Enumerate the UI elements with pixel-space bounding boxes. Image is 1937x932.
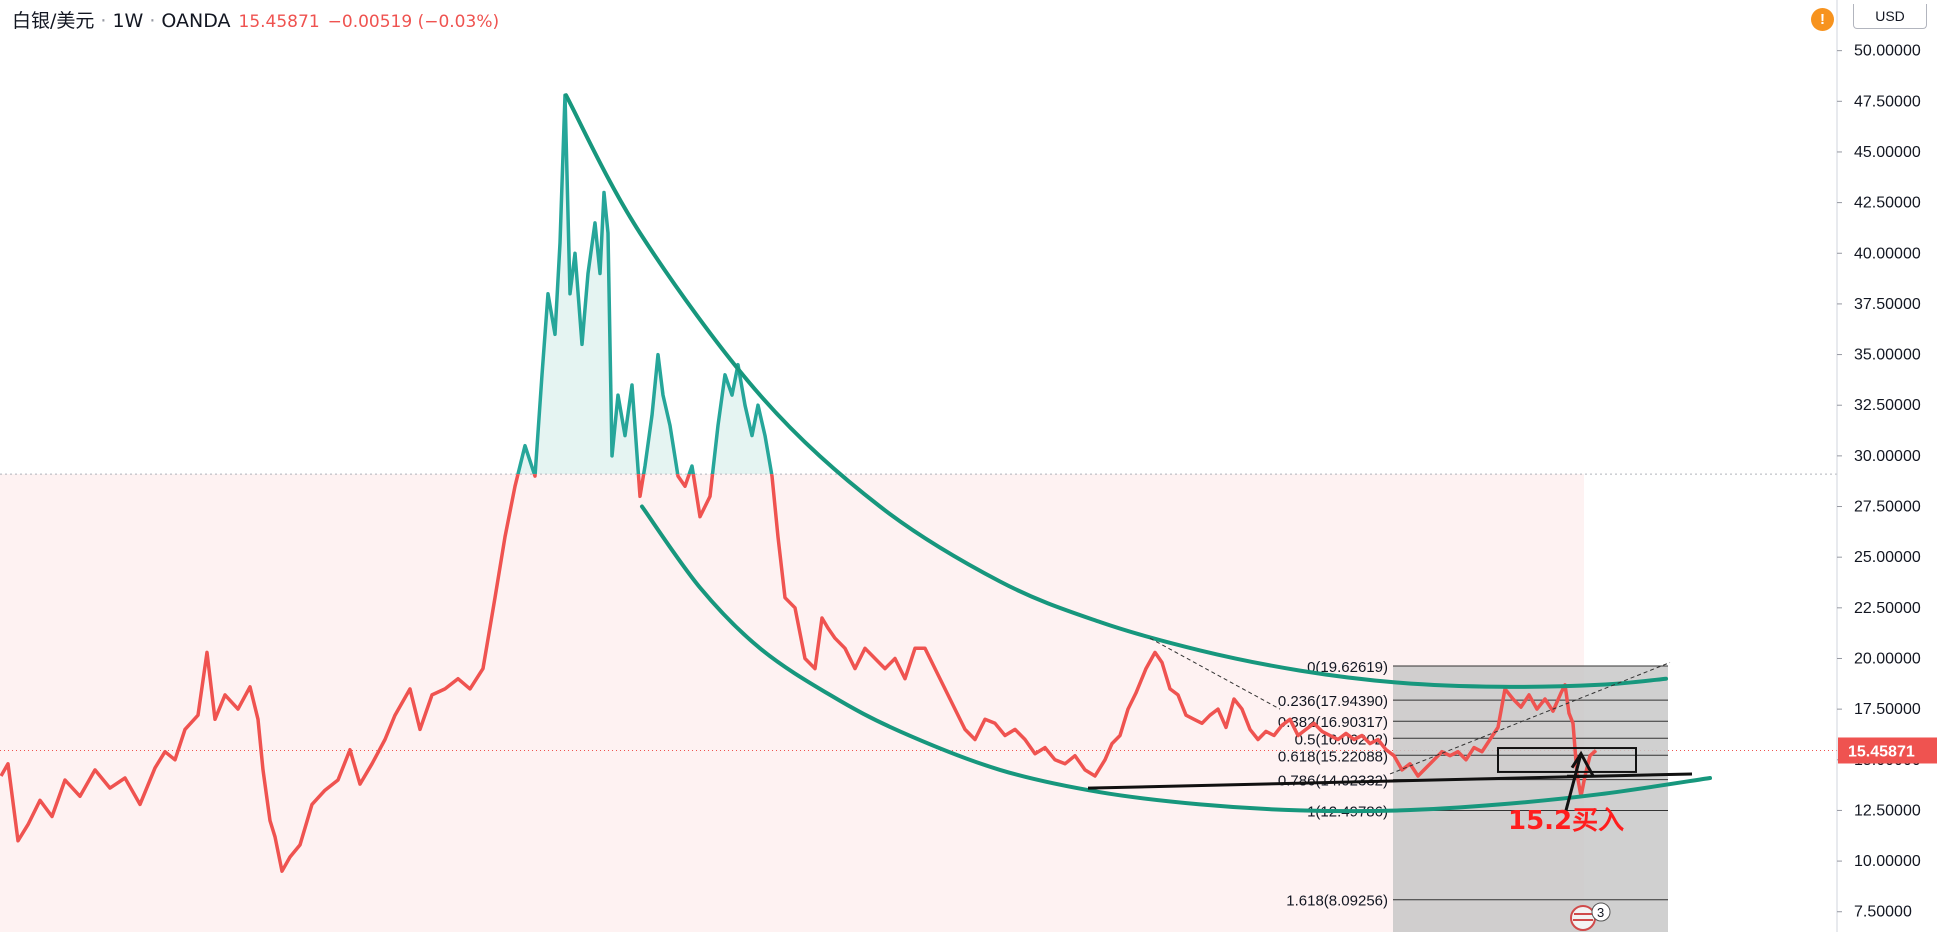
price-line-down [0, 474, 1598, 873]
flag-badge[interactable]: 3 [1570, 902, 1611, 931]
badge-count-bg [1591, 902, 1611, 922]
target-box [1497, 747, 1637, 773]
axis-background [1837, 0, 1937, 932]
baseline-fill-layer [0, 95, 1837, 932]
axis-tick-label: 22.50000 [1854, 600, 1921, 617]
axis-tick-label: 45.00000 [1854, 144, 1921, 161]
fib-level-label: 0(19.62619) [1307, 659, 1388, 676]
upper-channel-curve [564, 93, 1668, 689]
axis-tick-label: 50.00000 [1854, 43, 1921, 60]
axis-tick-label: 30.00000 [1854, 448, 1921, 465]
axis-tick-label: 35.00000 [1854, 347, 1921, 364]
lower-channel-curve [640, 504, 1712, 814]
axis-tick-label: 7.50000 [1854, 904, 1912, 921]
dotted-trend-line [1389, 662, 1671, 775]
fib-zone [1393, 666, 1668, 932]
interval-label[interactable]: 1W [112, 10, 144, 32]
axis-tick-label: 10.00000 [1854, 853, 1921, 870]
last-price: 15.45871 [238, 12, 320, 32]
axis-tick-label: 47.50000 [1854, 93, 1921, 110]
price-series [0, 93, 1598, 873]
price-change: −0.00519 (−0.03%) [327, 12, 500, 32]
current-price-tag[interactable] [1838, 737, 1937, 764]
badge-count: 3 [1597, 905, 1604, 920]
warning-info-icon[interactable]: ! [1811, 8, 1834, 31]
axis-tick-label: 12.50000 [1854, 802, 1921, 819]
current-price-tag-label: 15.45871 [1848, 743, 1915, 760]
us-flag-icon[interactable] [1570, 905, 1596, 931]
symbol-name[interactable]: 白银/美元 [12, 10, 95, 32]
fib-level-label: 0.382(16.90317) [1278, 714, 1388, 731]
separator-dot: · [149, 10, 156, 32]
buy-annotation: 15.2买入 [1508, 806, 1624, 836]
separator-dot: · [100, 10, 107, 32]
axis-tick-label: 40.00000 [1854, 245, 1921, 262]
fib-level-label: 1.618(8.09256) [1286, 893, 1388, 910]
below-baseline-zone [0, 474, 1584, 932]
symbol-header[interactable]: 白银/美元 · 1W · OANDA 15.45871 −0.00519 (−0.03%) [12, 6, 499, 33]
arrow-shaft [1564, 753, 1583, 811]
axis-tick-label: 37.50000 [1854, 296, 1921, 313]
axis-tick-label: 20.00000 [1854, 650, 1921, 667]
axis-tick-label: 17.50000 [1854, 701, 1921, 718]
fib-level-label: 0.618(15.22088) [1278, 748, 1388, 765]
drawings-layer [564, 93, 1712, 814]
dotted-trend-line [1149, 637, 1281, 710]
axis-tick-label: 32.50000 [1854, 397, 1921, 414]
axis-tick-label: 25.00000 [1854, 549, 1921, 566]
currency-button[interactable]: USD [1853, 4, 1927, 29]
fib-level-label: 0.236(17.94390) [1278, 693, 1388, 710]
source-label: OANDA [161, 10, 231, 32]
arrow-head [1570, 750, 1595, 777]
axis-tick-label: 42.50000 [1854, 195, 1921, 212]
axis-tick-label: 27.50000 [1854, 499, 1921, 516]
price-axis[interactable]: 7.5000010.0000012.5000015.0000017.500002… [1836, 0, 1937, 932]
fib-level-label: 0.5(16.06202) [1295, 731, 1388, 748]
